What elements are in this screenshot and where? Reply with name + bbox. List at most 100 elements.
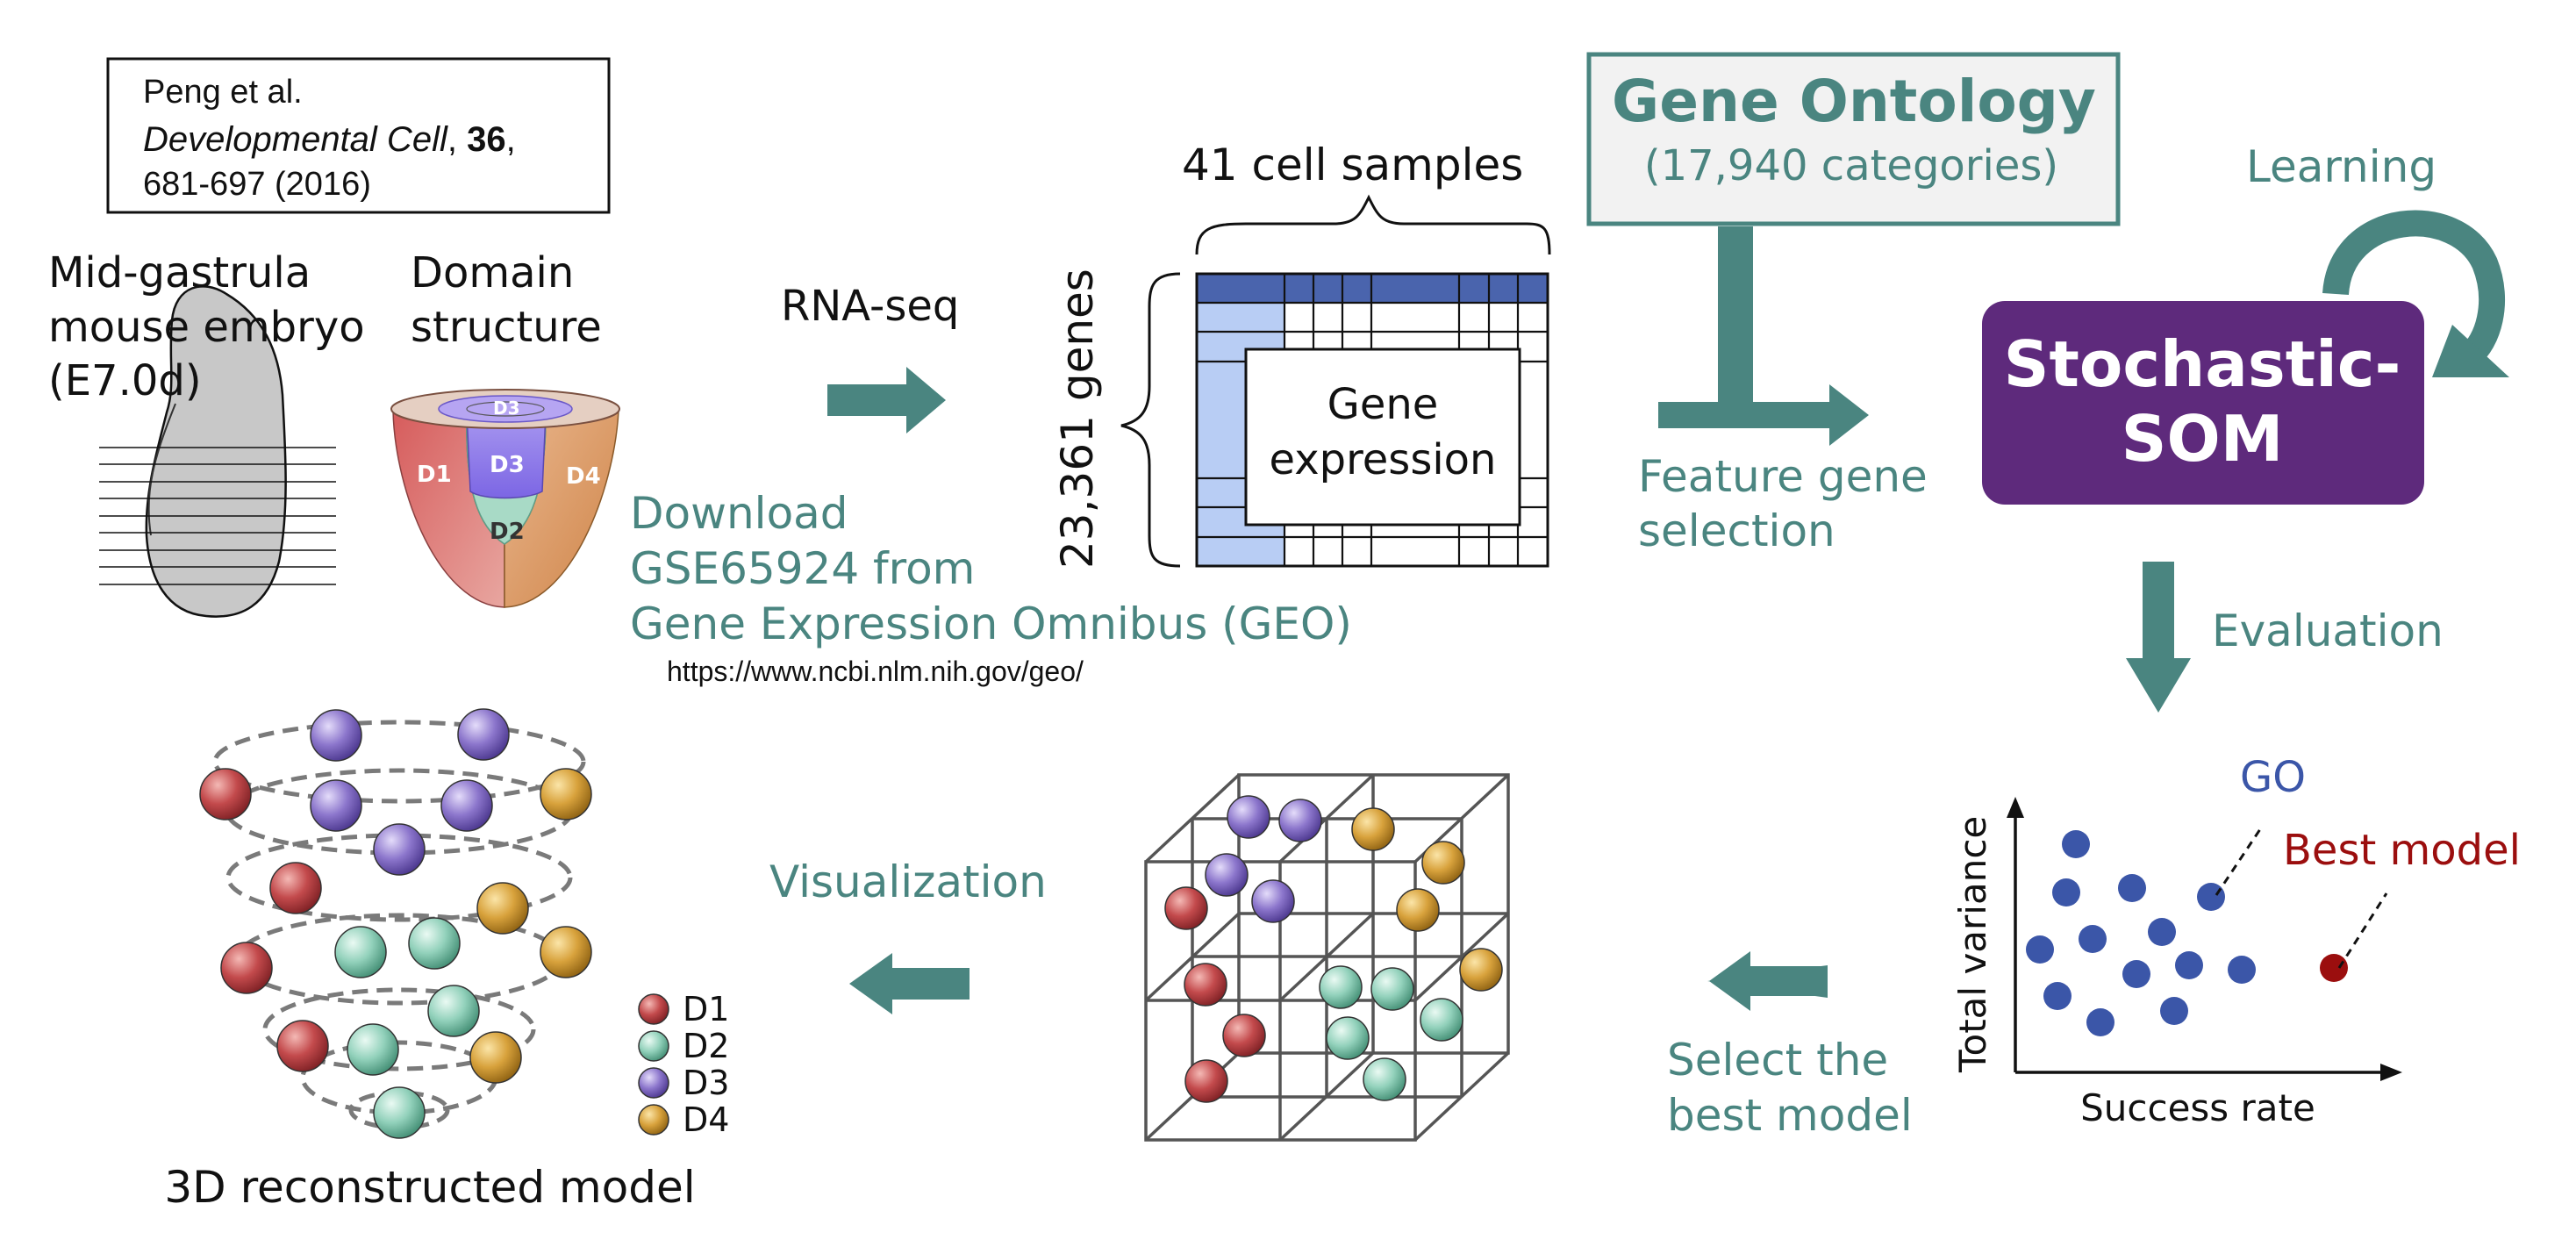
learning-arrowhead <box>2432 325 2509 377</box>
domain-label-d4: D4 <box>566 463 601 490</box>
domain-title-line-2: structure <box>411 303 602 352</box>
evaluation-label: Evaluation <box>2212 606 2444 656</box>
scatter-point-best-model <box>2320 954 2348 982</box>
gene-ontology-title: Gene Ontology <box>1612 68 2096 135</box>
domain-cup <box>390 389 620 608</box>
select-best-line-1: Select the <box>1667 1035 1888 1086</box>
citation-volume: 36 <box>467 120 506 159</box>
lattice-ball <box>1227 795 1270 839</box>
lattice-ball <box>1370 967 1414 1011</box>
legend-d4-label: D4 <box>683 1100 729 1139</box>
scatter-plot <box>2007 797 2402 1081</box>
expression-matrix <box>1195 272 1549 568</box>
domain-label-d3-top: D3 <box>493 398 520 419</box>
learning-label: Learning <box>2246 141 2436 192</box>
citation-box: Peng et al. Developmental Cell, 36, 681-… <box>106 57 611 214</box>
scatter-point-go <box>2052 878 2080 906</box>
domain-label-d2: D2 <box>490 519 525 545</box>
scatter-x-arrowhead <box>2380 1064 2402 1081</box>
embryo-title-line-3: (E7.0d) <box>48 356 202 405</box>
lattice-ball <box>1251 879 1295 923</box>
domain-label-d3: D3 <box>490 452 525 478</box>
embryo-illustration <box>99 285 336 618</box>
scatter-point-go <box>2026 935 2054 964</box>
reconstruction-ball <box>334 926 387 978</box>
scatter-point-go <box>2228 956 2256 984</box>
domain-legend <box>638 993 669 1136</box>
learning-loop-arrow <box>2322 210 2505 366</box>
reconstruction-ball <box>269 862 322 914</box>
feature-selection-line-2: selection <box>1638 505 1835 556</box>
scatter-point-go <box>2175 951 2203 979</box>
reconstruction-ball <box>408 917 461 970</box>
scatter-point-go <box>2062 830 2090 858</box>
lattice-ball <box>1459 948 1503 992</box>
lattice-ball <box>1184 1059 1228 1103</box>
matrix-center-line-2: expression <box>1270 435 1497 484</box>
scatter-y-arrowhead <box>2007 797 2024 818</box>
lattice-ball <box>1164 886 1208 930</box>
genes-brace <box>1120 272 1181 568</box>
lattice-ball <box>1396 888 1440 932</box>
reconstruction-ball <box>476 882 529 935</box>
scatter-x-label: Success rate <box>2080 1086 2315 1129</box>
download-line-2: GSE65924 from <box>630 543 975 594</box>
lattice-ball <box>1351 807 1395 851</box>
matrix-samples-label: 41 cell samples <box>1182 140 1523 190</box>
reconstruction-ball <box>427 985 480 1037</box>
reconstruction-ball <box>373 1086 426 1139</box>
scatter-point-go <box>2079 925 2107 953</box>
reconstruction-rings <box>212 720 586 1130</box>
legend-d2-swatch <box>638 1030 669 1062</box>
best-model-leader-line <box>2337 892 2388 969</box>
reconstruction-ball <box>457 708 510 761</box>
select-best-line-2: best model <box>1667 1090 1913 1141</box>
lattice-ball <box>1278 799 1322 842</box>
rnaseq-arrow <box>827 367 946 434</box>
scatter-go-label: GO <box>2240 753 2306 802</box>
lattice-ball <box>1363 1057 1406 1101</box>
scatter-y-label: Total variance <box>1951 816 1994 1073</box>
reconstruction-ball <box>220 942 273 994</box>
lattice-ball <box>1222 1014 1266 1057</box>
legend-d3-label: D3 <box>683 1064 729 1102</box>
download-line-3: Gene Expression Omnibus (GEO) <box>630 598 1352 649</box>
reconstruction-ball <box>310 709 362 762</box>
scatter-point-go <box>2122 960 2150 988</box>
visualization-arrow <box>849 953 970 1014</box>
download-url: https://www.ncbi.nlm.nih.gov/geo/ <box>667 656 1084 687</box>
citation-authors: Peng et al. <box>143 74 303 111</box>
lattice-ball <box>1205 853 1249 897</box>
gene-ontology-subtitle: (17,940 categories) <box>1644 141 2058 190</box>
reconstruction-caption: 3D reconstructed model <box>164 1162 695 1213</box>
reconstruction-ball <box>469 1031 522 1084</box>
evaluation-arrow <box>2126 562 2191 713</box>
matrix-genes-label: 23,361 genes <box>1052 269 1103 569</box>
lattice-ball <box>1326 1016 1370 1060</box>
reconstruction-ball <box>540 768 592 820</box>
reconstruction-ball <box>310 779 362 832</box>
domain-title-line-1: Domain <box>411 248 574 297</box>
domain-label-d1: D1 <box>417 462 452 488</box>
scatter-point-go <box>2160 997 2188 1025</box>
som-line-2: SOM <box>2122 402 2284 476</box>
go-leader-line <box>2215 828 2262 896</box>
som-line-1: Stochastic- <box>2004 327 2401 401</box>
embryo-section-lines <box>99 447 336 585</box>
samples-brace <box>1195 194 1551 255</box>
matrix-center-line-1: Gene <box>1327 380 1439 429</box>
legend-d4-swatch <box>638 1104 669 1136</box>
lattice-balls <box>1164 795 1503 1103</box>
reconstruction-ball <box>347 1023 399 1076</box>
feature-selection-line-1: Feature gene <box>1638 451 1928 502</box>
lattice-ball <box>1319 965 1363 1009</box>
reconstruction-ball <box>199 768 252 820</box>
citation-pages-year: 681-697 (2016) <box>143 166 371 203</box>
reconstruction-ball <box>373 823 426 876</box>
gene-ontology-box <box>1586 52 2121 226</box>
legend-d1-label: D1 <box>683 990 729 1028</box>
scatter-point-go <box>2043 982 2072 1010</box>
scatter-best-label: Best model <box>2283 826 2521 875</box>
legend-d2-label: D2 <box>683 1027 729 1065</box>
citation-journal: Developmental Cell <box>143 120 448 159</box>
